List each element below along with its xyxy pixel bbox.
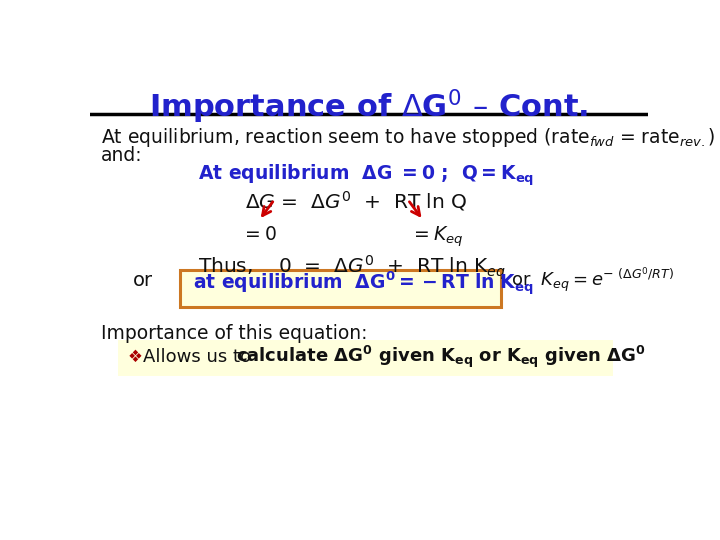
FancyBboxPatch shape: [118, 340, 613, 376]
Text: Thus,    0  =  $\Delta G^0$  +  RT ln K$_{eq}$: Thus, 0 = $\Delta G^0$ + RT ln K$_{eq}$: [199, 253, 507, 282]
Text: $= K_{eq}$: $= K_{eq}$: [410, 225, 463, 249]
Text: At equilibrium, reaction seem to have stopped (rate$_{fwd}$ = rate$_{rev.}$): At equilibrium, reaction seem to have st…: [101, 126, 715, 150]
Text: $\Delta G$ =  $\Delta G^0$  +  RT ln Q: $\Delta G$ = $\Delta G^0$ + RT ln Q: [245, 190, 467, 213]
Text: ❖: ❖: [127, 348, 142, 366]
Text: or  $K_{eq} = e^{-\ (\Delta G^0/RT)}$: or $K_{eq} = e^{-\ (\Delta G^0/RT)}$: [510, 266, 674, 295]
Text: $= 0$: $= 0$: [241, 225, 276, 244]
Text: At equilibrium  $\mathbf{\Delta G}$ $\mathbf{= 0}$ ;  $\mathbf{Q = K_{eq}}$: At equilibrium $\mathbf{\Delta G}$ $\mat…: [199, 163, 535, 188]
Text: Importance of this equation:: Importance of this equation:: [101, 323, 367, 342]
Text: or: or: [132, 271, 153, 290]
Text: at equilibrium  $\mathbf{\Delta G^0 =  - RT\ ln\ K_{eq}}$: at equilibrium $\mathbf{\Delta G^0 = - R…: [193, 270, 534, 298]
Text: Importance of $\Delta$G$^0$ – Cont.: Importance of $\Delta$G$^0$ – Cont.: [149, 88, 589, 126]
FancyBboxPatch shape: [180, 269, 500, 307]
Text: calculate $\mathbf{\Delta G^0}$ given K$_{\mathbf{eq}}$ or K$_{\mathbf{eq}}$ giv: calculate $\mathbf{\Delta G^0}$ given K$…: [235, 343, 646, 370]
Text: and:: and:: [101, 146, 143, 165]
Text: Allows us to: Allows us to: [143, 348, 256, 366]
